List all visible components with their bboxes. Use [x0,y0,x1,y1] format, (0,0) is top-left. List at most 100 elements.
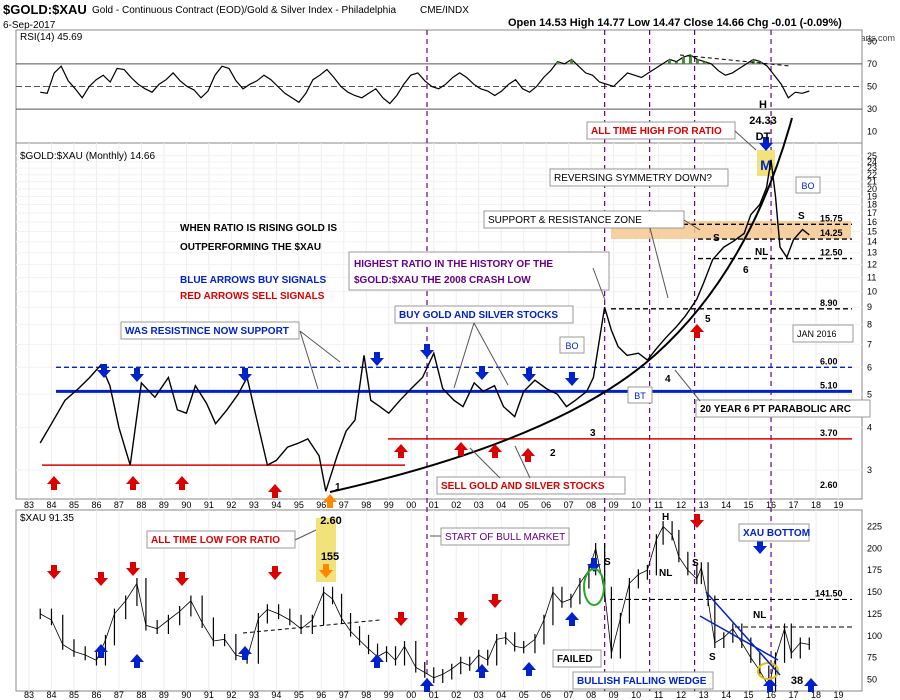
buy-arrow [522,368,536,382]
header-symbol: $GOLD:$XAU [3,2,87,17]
xau-x-tick: 17 [789,690,799,700]
xau-x-tick: 08 [586,690,596,700]
failed-box [552,649,602,668]
arc-point-label: 1 [335,482,341,493]
ratio-x-tick: 11 [654,500,663,510]
sell-arrow [268,484,282,498]
xau-x-tick: 97 [339,690,349,700]
signal-arrows [47,137,818,692]
xau-x-tick: 05 [519,690,529,700]
bo-label-1: BO [565,341,578,351]
note-highest-2: $GOLD:$XAU THE 2008 CRASH LOW [354,275,531,286]
xau-x-tick: 91 [204,690,214,700]
sell-callout [469,445,531,479]
xau-y-tick: 50 [867,675,877,685]
buy-box [394,305,574,324]
xau-s-low: S [709,652,716,663]
ratio-y-tick: 5 [867,389,872,399]
ratio-y-tick: 11 [867,272,876,282]
reversing-box [549,168,729,187]
ratio-x-tick: 95 [294,500,304,510]
xau-series [39,521,810,692]
ratio-level-label: 15.75 [820,213,843,223]
ratio-level-label: 14.25 [820,228,843,238]
rsi-y-tick: 10 [867,127,877,137]
price-levels: 15.75 14.25 12.50 8.90 6.00 5.10 3.70 2.60 141.5… [42,213,852,628]
ratio-x-tick: 87 [114,500,124,510]
atl-value: 2.60 [320,515,341,527]
rsi-label: RSI(14) 45.69 [20,32,83,43]
header-description: Gold - Continuous Contract (EOD)/Gold & … [92,5,396,16]
x-axis-ticks: 83 83 84 84 85 85 86 86 87 87 88 88 89 89 90 90 91 91 92 92… [24,500,844,700]
xau-buy-arrow [420,678,434,692]
ratio-x-tick: 17 [789,500,799,510]
note-sell: SELL GOLD AND SILVER STOCKS [441,481,605,492]
note-rising-1: WHEN RATIO IS RISING GOLD IS [180,223,337,234]
xau-title: $XAU 91.35 [20,513,74,524]
ratio-y-tick: 15 [867,227,877,237]
xau-x-tick: 12 [676,690,686,700]
note-rising-2: OUTPERFORMING THE $XAU [180,242,321,253]
ratio-x-tick: 89 [159,500,169,510]
xau-x-tick: 94 [271,690,281,700]
xau-x-tick: 01 [429,690,439,700]
ratio-y-tick: 12 [867,260,877,270]
sell-arrow [47,476,61,490]
resistance-box [120,321,300,340]
xau-sell-arrow [175,572,189,586]
falling-wedge-lines [699,591,781,676]
note-support-zone: SUPPORT & RESISTANCE ZONE [488,215,642,226]
ratio-y-tick: 7 [867,339,872,349]
xau-bottom-box [738,523,810,542]
xau-buy-arrow [753,540,767,554]
ratio-nl: NL [755,247,768,258]
xau-h: H [662,512,669,523]
note-red-arrows: RED ARROWS SELL SIGNALS [180,291,325,302]
xau-y-tick: 225 [867,521,882,531]
bo-box-1 [559,336,585,354]
buy-arrow [238,368,252,382]
ath-arrow [759,137,773,151]
xau-buy-arrow [587,558,601,572]
wedge-box [572,671,714,690]
sell-arrow [521,448,535,462]
xau-y-tick: 200 [867,543,882,553]
xau-x-tick: 86 [91,690,101,700]
bottom-circle [757,662,779,680]
xau-x-tick: 16 [766,690,776,700]
rsi-line [40,54,810,105]
xau-x-tick: 95 [294,690,304,700]
note-atl: ALL TIME LOW FOR RATIO [151,535,280,546]
xau-sell-arrow [47,565,61,579]
note-reversing: REVERSING SYMMETRY DOWN? [554,173,712,184]
xau-sell-arrow [126,562,140,576]
xau-x-tick: 18 [811,690,821,700]
ratio-x-tick: 08 [586,500,596,510]
support-zone-box [483,210,685,229]
ratio-x-tick: 10 [631,500,641,510]
ratio-x-tick: 15 [744,500,754,510]
xau-sell-arrow [454,612,468,626]
rsi-y-tick: 70 [867,59,877,69]
ratio-y-tick: 22 [867,170,877,180]
ratio-y-tick: 10 [867,287,877,297]
atl-highlight [316,518,336,582]
ratio-x-tick: 86 [91,500,101,510]
xau-trendline [242,619,381,634]
ath-box [586,121,736,140]
sell-arrow [488,444,502,458]
ratio-series [39,159,810,492]
ratio-x-tick: 91 [204,500,214,510]
ratio-x-tick: 85 [69,500,79,510]
note-ath: ALL TIME HIGH FOR RATIO [591,126,722,137]
ratio-x-tick: 97 [339,500,349,510]
xau-s-left: S [604,557,611,568]
bo-label-2: BO [801,181,814,191]
ratio-x-tick: 93 [249,500,259,510]
jan2016-box [792,324,854,343]
support-zone-callout [649,219,701,299]
ath-callout [734,130,757,151]
highest-box [348,251,610,291]
note-wedge: BULLISH FALLING WEDGE [577,676,707,687]
